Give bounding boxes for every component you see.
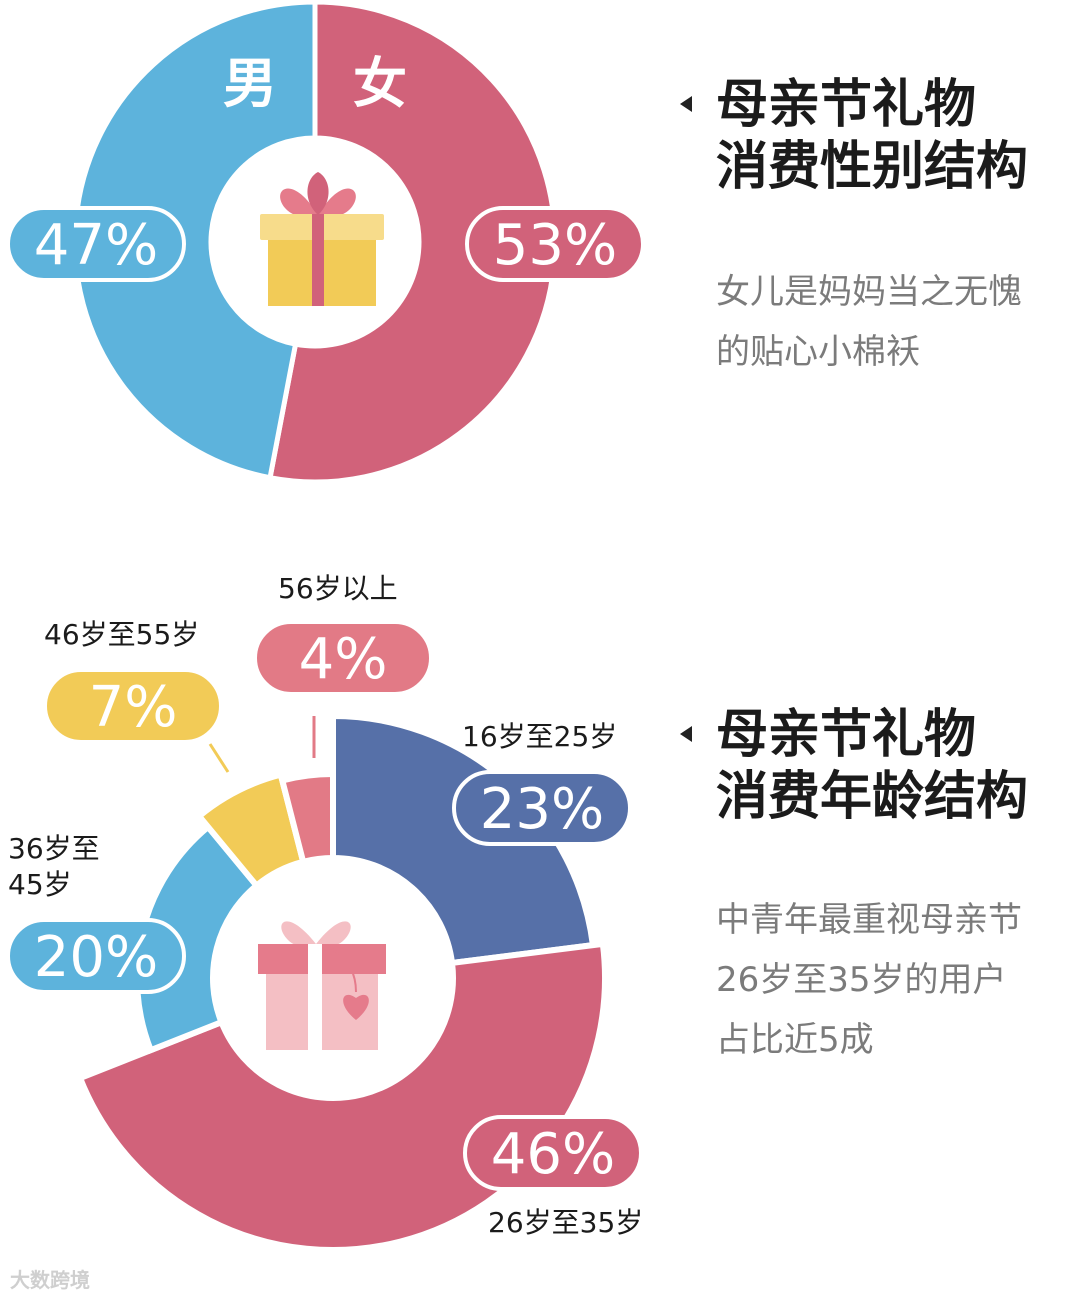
age-label-56plus: 56岁以上	[278, 572, 398, 605]
age-slice-1	[330, 712, 597, 967]
age-value-46-55-bg	[43, 668, 223, 744]
gender-value-female: 53%	[465, 206, 645, 282]
age-value-46-55-text: 7%	[89, 675, 178, 740]
age-value-26-35-bg	[463, 1115, 643, 1191]
age-value-46-55: 7%	[43, 668, 223, 744]
age-label-36-45: 36岁至 45岁	[8, 832, 100, 901]
watermark-logo: 大数跨境	[10, 1268, 90, 1292]
gender-value-female-bg	[465, 206, 645, 282]
age-note-line-1: 中青年最重视母亲节	[716, 900, 1022, 940]
gender-value-male-text: 47%	[34, 213, 158, 278]
title-pointer-icon	[680, 96, 692, 112]
gender-title-line-1: 母亲节礼物	[716, 75, 977, 135]
gender-value-male: 47%	[6, 206, 186, 282]
age-value-36-45-text: 20%	[34, 925, 158, 990]
age-value-16-25-bg	[452, 770, 632, 846]
age-value-56plus-bg	[253, 620, 433, 696]
age-title-line-1: 母亲节礼物	[716, 705, 977, 765]
age-value-26-35-text: 46%	[491, 1122, 615, 1187]
age-value-36-45-bg	[6, 918, 186, 994]
age-label-16-25: 16岁至25岁	[462, 720, 617, 753]
gender-title: 母亲节礼物 消费性别结构	[716, 74, 1028, 198]
gender-title-line-2: 消费性别结构	[716, 137, 1029, 197]
title-pointer-icon	[680, 726, 692, 742]
age-donut-chart: 23% 46% 20% 7% 4% 16岁至25岁 26岁至35岁 36岁至 45岁 46岁至55…	[6, 572, 643, 1254]
gender-value-male-bg	[6, 206, 186, 282]
age-value-16-25: 23%	[452, 770, 632, 846]
age-note: 中青年最重视母亲节 26岁至35岁的用户 占比近5成	[716, 890, 1022, 1070]
age-value-16-25-text: 23%	[480, 777, 604, 842]
age-value-56plus: 4%	[253, 620, 433, 696]
gift-box-icon	[260, 172, 384, 306]
gender-note: 女儿是妈妈当之无愧 的贴心小棉袄	[716, 262, 1022, 382]
gender-note-line-1: 女儿是妈妈当之无愧	[716, 272, 1022, 312]
age-slice-5	[278, 770, 336, 866]
gift-box-heart-icon	[258, 921, 386, 1050]
age-note-line-3: 占比近5成	[716, 1020, 874, 1060]
age-label-26-35: 26岁至35岁	[488, 1206, 643, 1239]
gender-value-female-text: 53%	[493, 213, 617, 278]
age-slice-4	[194, 770, 307, 890]
age-leader-46-55	[208, 743, 230, 773]
gender-label-female: 女	[353, 52, 407, 115]
age-title-line-2: 消费年龄结构	[716, 767, 1029, 827]
gender-note-line-2: 的贴心小棉袄	[716, 332, 920, 372]
age-value-26-35: 46%	[463, 1115, 643, 1191]
age-note-line-2: 26岁至35岁的用户	[716, 960, 1007, 1000]
age-value-36-45: 20%	[6, 918, 186, 994]
age-label-46-55: 46岁至55岁	[44, 618, 199, 651]
age-title: 母亲节礼物 消费年龄结构	[716, 704, 1028, 828]
age-value-56plus-text: 4%	[299, 627, 388, 692]
gender-label-male: 男	[223, 52, 277, 115]
